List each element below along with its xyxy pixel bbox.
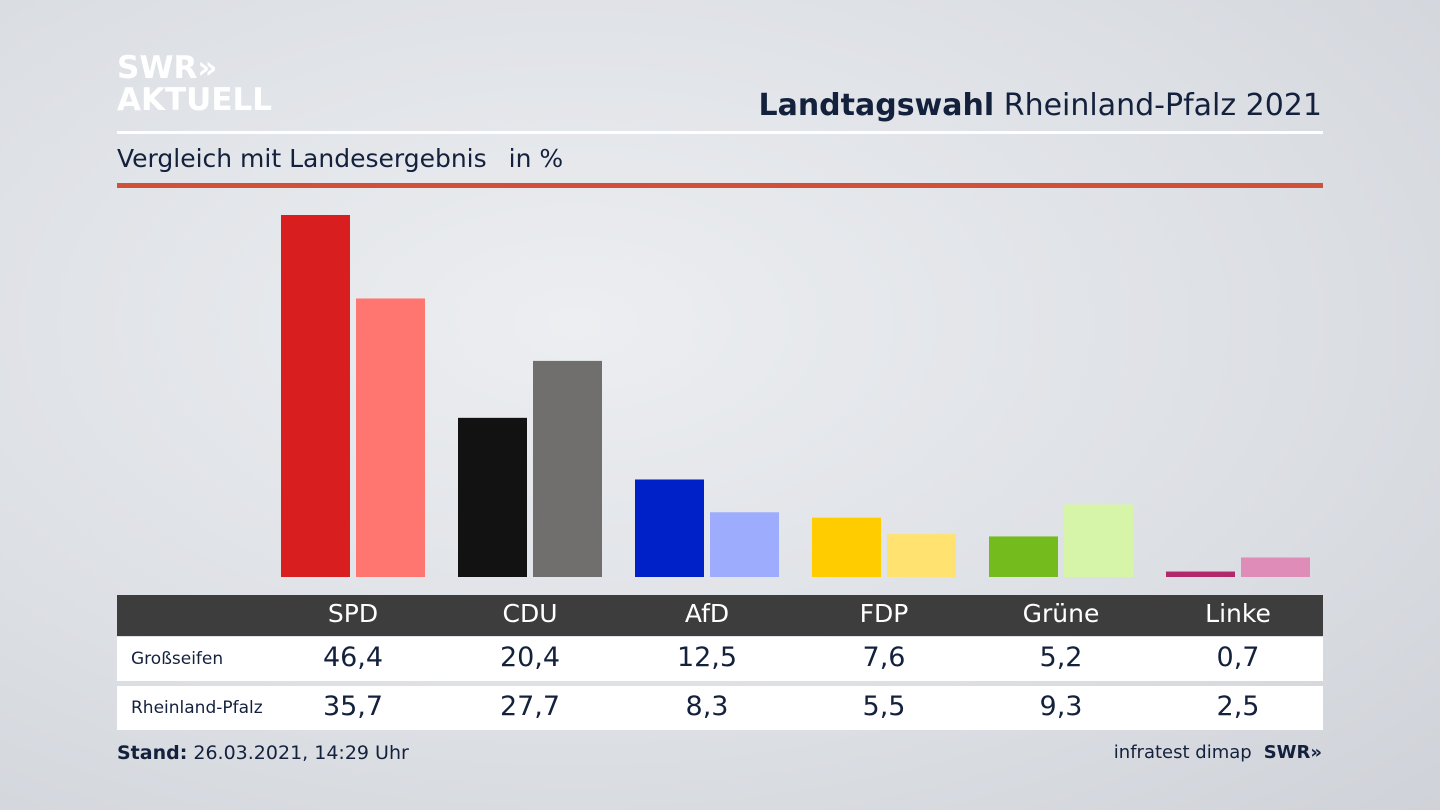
bar-afd-rheinland-pfalz [710,512,779,577]
divider-white [117,131,1323,134]
bar-linke-grossseifen [1166,571,1235,577]
value-afd: 12,5 [676,642,738,673]
bar-spd-grossseifen [281,215,350,577]
divider-red [117,183,1323,188]
value-fdp: 7,6 [862,642,906,673]
value-grüne: 5,2 [1039,642,1083,673]
title-bold: Landtagswahl [758,88,995,123]
source-text: infratest dimap [1113,742,1252,763]
table-row-rheinland-pfalz: Rheinland-Pfalz 35,7 27,7 8,3 5,5 9,3 2,5 [117,686,1323,730]
logo-line-1: SWR» [117,50,218,86]
column-header-afd: AfD [684,599,730,628]
column-header-spd: SPD [327,599,379,628]
stand-value: 26.03.2021, 14:29 Uhr [193,742,409,764]
value-fdp: 5,5 [862,691,906,722]
stand-label: Stand: [117,742,188,764]
unit-label: in % [508,144,564,173]
value-afd: 8,3 [685,691,729,722]
table-header: SPD CDU AfD FDP Grüne Linke [117,595,1323,636]
row-label: Rheinland-Pfalz [131,698,263,718]
value-linke: 2,5 [1216,691,1260,722]
value-spd: 35,7 [322,691,384,722]
value-cdu: 20,4 [499,642,561,673]
value-grüne: 9,3 [1039,691,1083,722]
column-header-fdp: FDP [859,599,909,628]
title-rest: Rheinland-Pfalz 2021 [1003,88,1322,123]
subtitle-text: Vergleich mit Landesergebnis [117,144,487,173]
column-header-linke: Linke [1205,599,1271,628]
value-linke: 0,7 [1216,642,1260,673]
bar-cdu-rheinland-pfalz [533,360,602,577]
chart-subtitle: Vergleich mit Landesergebnis in % [117,144,563,173]
bar-fdp-rheinland-pfalz [887,534,956,577]
value-cdu: 27,7 [499,691,561,722]
bar-grüne-rheinland-pfalz [1064,504,1133,577]
bar-cdu-grossseifen [458,417,527,577]
bar-afd-grossseifen [635,479,704,577]
swr-aktuell-logo: SWR» AKTUELL [117,52,272,116]
timestamp: Stand: 26.03.2021, 14:29 Uhr [117,742,409,764]
bar-spd-rheinland-pfalz [356,298,425,577]
row-label: Großseifen [131,649,224,669]
bar-fdp-grossseifen [812,517,881,577]
column-header-grüne: Grüne [1022,599,1100,628]
table-row-grossseifen: Großseifen 46,4 20,4 12,5 7,6 5,2 0,7 [117,637,1323,681]
logo-line-2: AKTUELL [117,82,273,118]
column-header-cdu: CDU [502,599,558,628]
swr-brand: SWR» [1263,742,1322,763]
chart-title: Landtagswahl Rheinland-Pfalz 2021 [758,88,1322,123]
bar-grüne-grossseifen [989,536,1058,577]
value-spd: 46,4 [322,642,384,673]
source-credit: infratest dimap SWR» [1114,742,1322,763]
bar-linke-rheinland-pfalz [1241,557,1310,577]
